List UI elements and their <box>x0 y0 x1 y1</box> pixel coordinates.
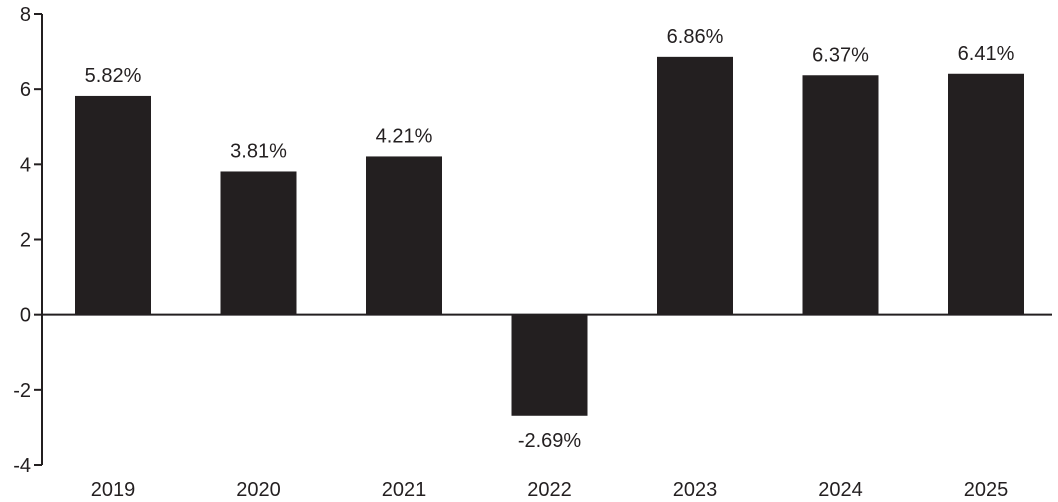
data-label-2025: 6.41% <box>958 43 1015 65</box>
y-tick-label: 8 <box>20 4 31 26</box>
bar-2025 <box>948 73 1024 315</box>
x-tick-label-2021: 2021 <box>382 479 427 501</box>
data-labels-group: 5.82% 3.81% 4.21% -2.69% 6.86% 6.37% 6.41% <box>85 26 1015 452</box>
data-label-2021: 4.21% <box>376 125 433 147</box>
x-tick-label-2020: 2020 <box>236 479 281 501</box>
x-tick-label-2025: 2025 <box>964 479 1009 501</box>
data-label-2024: 6.37% <box>812 44 869 66</box>
bar-2023 <box>657 56 733 315</box>
data-label-2022: -2.69% <box>518 430 582 452</box>
y-tick-label: -2 <box>13 380 31 402</box>
data-label-2020: 3.81% <box>230 140 287 162</box>
bar-2024 <box>802 75 879 315</box>
y-axis: -4 -2 0 2 4 6 8 <box>13 4 43 477</box>
bar-2021 <box>366 156 442 315</box>
bar-2022 <box>511 314 588 416</box>
x-tick-label-2024: 2024 <box>818 479 863 501</box>
y-tick-label: -4 <box>13 455 31 477</box>
x-tick-label-2019: 2019 <box>91 479 136 501</box>
y-tick-label: 0 <box>20 305 31 327</box>
y-tick-label: 4 <box>20 154 31 176</box>
x-tick-label-2023: 2023 <box>673 479 718 501</box>
data-label-2023: 6.86% <box>667 26 724 48</box>
bar-2020 <box>220 171 297 315</box>
data-label-2019: 5.82% <box>85 65 142 87</box>
bars-group <box>75 56 1024 416</box>
y-tick-label: 6 <box>20 79 31 101</box>
x-axis-labels: 2019 2020 2021 2022 2023 2024 2025 <box>91 479 1009 501</box>
x-tick-label-2022: 2022 <box>527 479 572 501</box>
bar-2019 <box>75 95 151 315</box>
y-tick-label: 2 <box>20 230 31 252</box>
